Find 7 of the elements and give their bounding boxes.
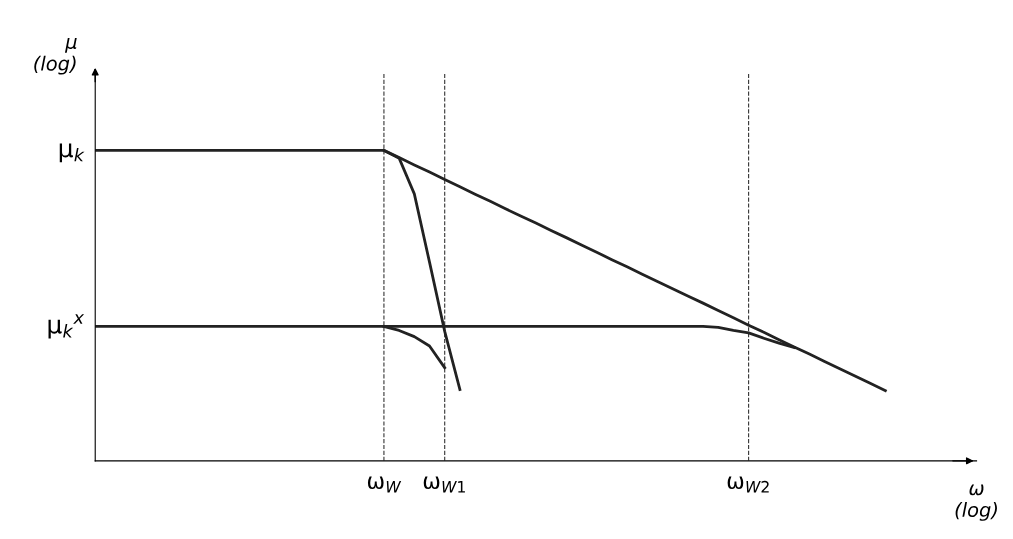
- text: μ$_{k}$: [59, 143, 85, 163]
- x-tick-label: ω$_{W}$: [367, 476, 402, 493]
- x-tick-label: ω$_{W1}$: [423, 476, 465, 493]
- y-axis-title: μ (log): [34, 38, 77, 75]
- x-tick-label: ω$_{W2}$: [727, 476, 769, 493]
- x-axis-title: ω (log): [955, 484, 997, 521]
- text: μ$_{k}$$^{x}$: [48, 314, 85, 339]
